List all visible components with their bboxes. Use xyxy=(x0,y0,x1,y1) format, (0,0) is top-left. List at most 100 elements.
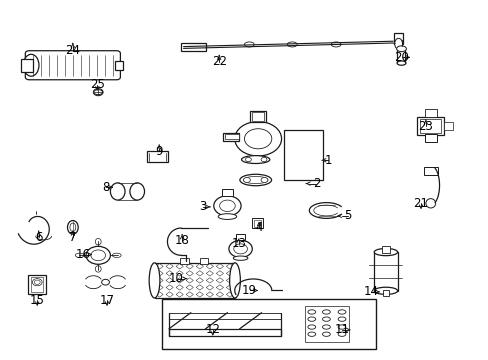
Text: 25: 25 xyxy=(90,78,104,91)
Text: 13: 13 xyxy=(231,237,245,250)
Ellipse shape xyxy=(229,263,240,298)
Polygon shape xyxy=(216,264,223,269)
Bar xyxy=(199,258,208,264)
Bar xyxy=(161,299,375,349)
Circle shape xyxy=(86,246,110,264)
Bar xyxy=(252,112,264,121)
Circle shape xyxy=(244,129,271,149)
Circle shape xyxy=(213,196,241,216)
Ellipse shape xyxy=(337,325,345,329)
Bar xyxy=(284,130,322,180)
Bar xyxy=(424,134,436,142)
Circle shape xyxy=(34,280,40,284)
Polygon shape xyxy=(176,264,183,269)
Bar xyxy=(221,189,233,196)
Polygon shape xyxy=(226,264,233,269)
Polygon shape xyxy=(206,271,213,276)
Ellipse shape xyxy=(307,310,315,314)
Polygon shape xyxy=(156,264,163,269)
Ellipse shape xyxy=(337,317,345,321)
Polygon shape xyxy=(196,285,203,290)
Circle shape xyxy=(93,89,103,96)
Polygon shape xyxy=(206,292,213,297)
FancyBboxPatch shape xyxy=(25,51,120,80)
Polygon shape xyxy=(165,285,173,290)
Bar xyxy=(252,218,263,228)
Polygon shape xyxy=(176,271,183,276)
Text: 18: 18 xyxy=(174,234,189,247)
Text: 7: 7 xyxy=(69,231,77,244)
Ellipse shape xyxy=(94,90,102,95)
Polygon shape xyxy=(165,278,173,283)
Text: 2: 2 xyxy=(312,177,320,190)
Ellipse shape xyxy=(112,253,121,257)
Ellipse shape xyxy=(373,248,397,256)
Text: 6: 6 xyxy=(35,231,42,244)
Text: 19: 19 xyxy=(242,284,256,297)
Polygon shape xyxy=(216,278,223,283)
Text: 10: 10 xyxy=(168,272,183,285)
Ellipse shape xyxy=(243,176,267,184)
Ellipse shape xyxy=(218,214,236,220)
Ellipse shape xyxy=(307,317,315,321)
Bar xyxy=(31,277,43,292)
Ellipse shape xyxy=(110,183,125,200)
Ellipse shape xyxy=(23,54,39,76)
Polygon shape xyxy=(216,292,223,297)
Text: 3: 3 xyxy=(199,201,206,213)
Ellipse shape xyxy=(322,317,330,321)
Polygon shape xyxy=(206,285,213,290)
Text: 5: 5 xyxy=(344,210,351,222)
Ellipse shape xyxy=(322,310,330,314)
Bar xyxy=(250,111,265,122)
Bar xyxy=(180,258,188,264)
Ellipse shape xyxy=(396,46,406,51)
Bar xyxy=(235,234,245,240)
Bar xyxy=(223,133,238,140)
Text: 21: 21 xyxy=(413,197,427,210)
Circle shape xyxy=(228,240,252,257)
Ellipse shape xyxy=(322,332,330,336)
Bar xyxy=(373,252,397,291)
Polygon shape xyxy=(216,271,223,276)
Bar xyxy=(381,246,389,253)
Bar xyxy=(416,117,444,135)
Ellipse shape xyxy=(241,156,269,163)
Bar xyxy=(147,151,168,162)
Polygon shape xyxy=(186,271,193,276)
Bar xyxy=(168,329,281,336)
Polygon shape xyxy=(176,292,183,297)
Circle shape xyxy=(102,279,109,285)
Circle shape xyxy=(32,279,42,286)
Ellipse shape xyxy=(337,310,345,314)
Ellipse shape xyxy=(244,42,254,47)
Ellipse shape xyxy=(95,266,101,272)
Polygon shape xyxy=(165,271,173,276)
Text: 8: 8 xyxy=(102,181,109,194)
Bar xyxy=(181,43,206,51)
Polygon shape xyxy=(226,278,233,283)
Text: 11: 11 xyxy=(334,323,349,336)
Ellipse shape xyxy=(149,263,160,298)
Polygon shape xyxy=(216,285,223,290)
Text: 1: 1 xyxy=(324,154,331,167)
Ellipse shape xyxy=(425,199,435,208)
Circle shape xyxy=(91,250,105,261)
Bar xyxy=(21,59,33,72)
Ellipse shape xyxy=(307,325,315,329)
Text: 20: 20 xyxy=(393,51,408,64)
Ellipse shape xyxy=(396,61,405,65)
Polygon shape xyxy=(196,264,203,269)
Bar xyxy=(382,290,388,296)
Bar xyxy=(423,167,437,175)
Bar xyxy=(168,314,281,319)
Bar xyxy=(254,220,261,227)
Polygon shape xyxy=(176,278,183,283)
Text: 15: 15 xyxy=(30,294,44,307)
Polygon shape xyxy=(156,285,163,290)
Bar xyxy=(224,134,238,139)
Polygon shape xyxy=(196,271,203,276)
Ellipse shape xyxy=(322,325,330,329)
Polygon shape xyxy=(186,285,193,290)
Polygon shape xyxy=(196,278,203,283)
